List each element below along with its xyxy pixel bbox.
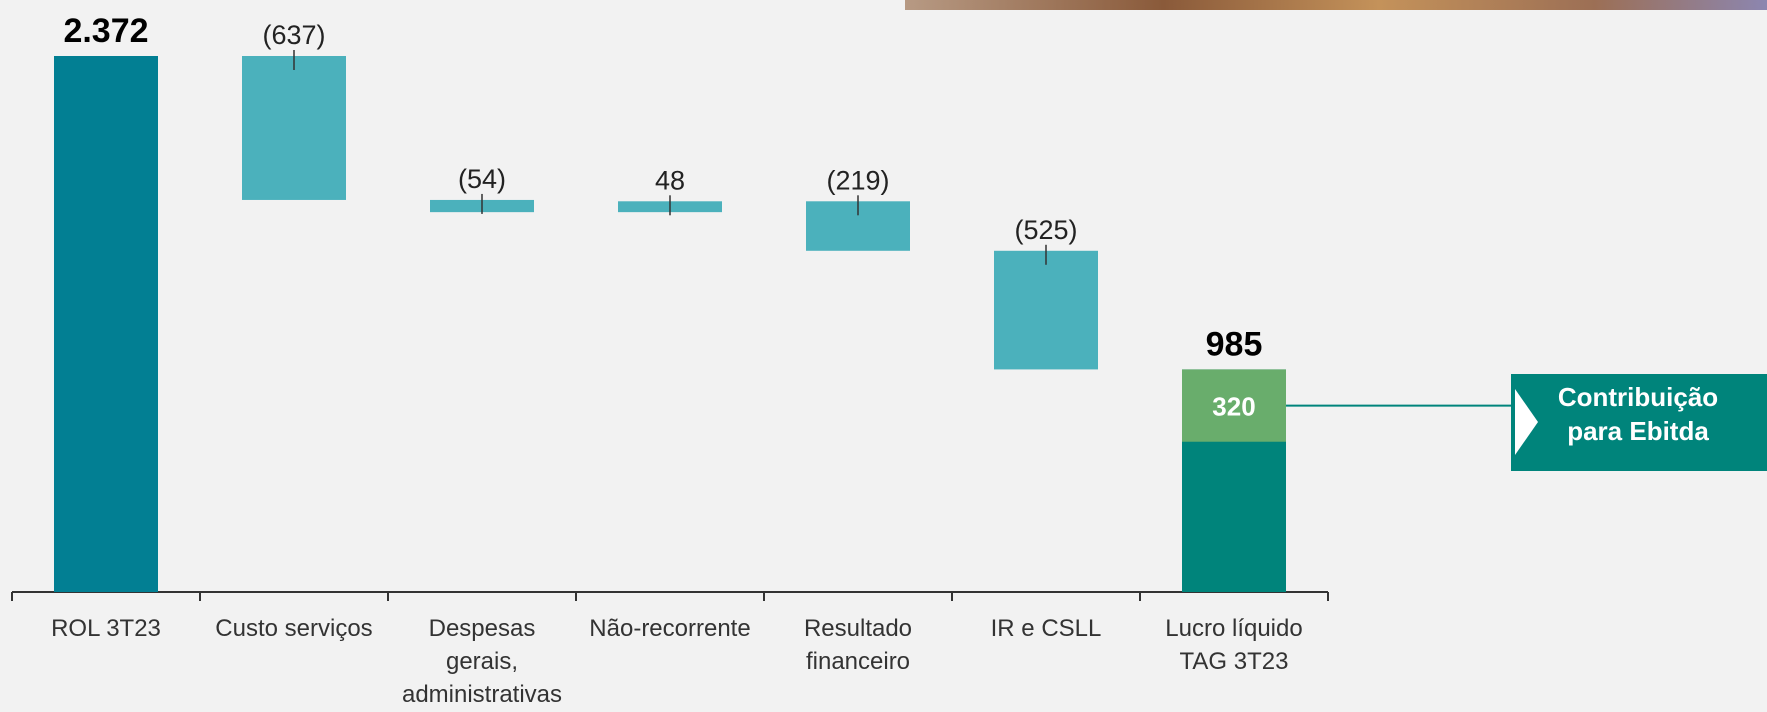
value-label: (525)	[1014, 215, 1077, 245]
x-tick-label: IR e CSLL	[990, 615, 1102, 642]
annotation: Contribuição para Ebitda	[1557, 382, 1719, 446]
photo-strip	[905, 0, 1767, 10]
value-label: 985	[1206, 325, 1263, 363]
bar	[994, 250, 1098, 370]
x-tick-label: Não-recorrente	[589, 615, 751, 642]
value-label: (637)	[262, 20, 325, 50]
value-label: 2.372	[63, 12, 148, 50]
annotation-chevron	[1515, 389, 1538, 455]
value-label: 48	[655, 165, 685, 195]
value-label: (219)	[826, 165, 889, 195]
bar	[54, 56, 158, 592]
highlight-segment	[1182, 369, 1286, 442]
x-tick-label: Lucro líquido TAG 3T23	[1165, 615, 1303, 675]
value-label: (54)	[458, 164, 506, 194]
annotation-box	[1511, 374, 1767, 471]
x-tick-label: ROL 3T23	[51, 615, 161, 642]
highlight-label: 320	[1212, 392, 1255, 422]
bar	[242, 56, 346, 200]
x-tick-label: Resultado financeiro	[803, 615, 913, 675]
x-tick-label: Custo serviços	[215, 615, 373, 642]
x-tick-label: Despesas gerais, administrativas	[401, 615, 563, 708]
